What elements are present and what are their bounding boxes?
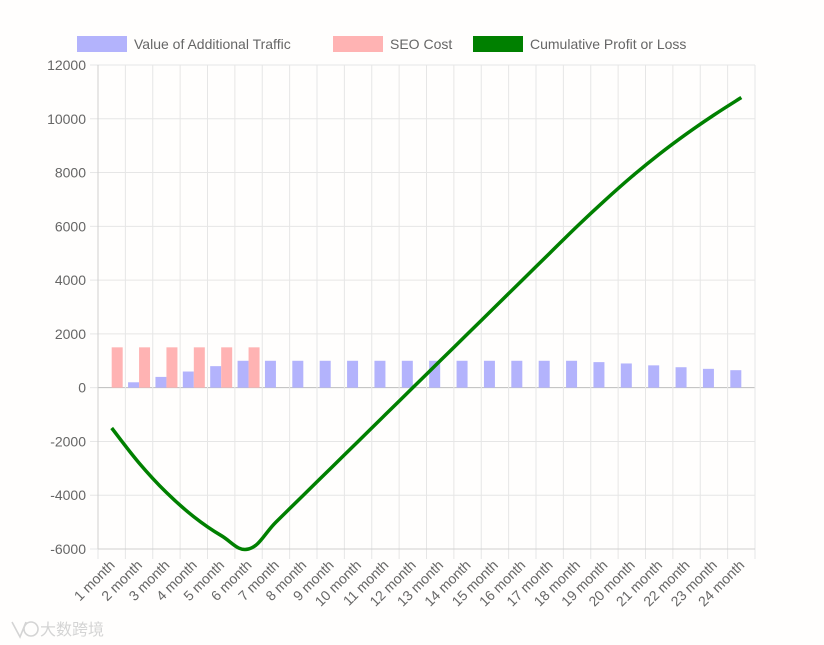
legend-swatch: [77, 36, 127, 52]
bar-traffic-value: [429, 360, 441, 388]
bar-seo-cost: [139, 347, 151, 388]
bar-traffic-value: [319, 360, 331, 388]
y-tick-label: 2000: [55, 326, 86, 342]
y-tick-label: 10000: [47, 111, 86, 127]
y-tick-label: -4000: [50, 487, 86, 503]
bar-series: [111, 347, 742, 388]
y-tick-label: 0: [78, 380, 86, 396]
bar-traffic-value: [456, 360, 468, 388]
y-axis: 12000 10000 8000 6000 4000 2000 0 -2000 -4000 -60…: [47, 57, 755, 557]
bar-traffic-value: [401, 360, 413, 388]
bar-traffic-value: [702, 368, 714, 388]
legend-label: Cumulative Profit or Loss: [530, 36, 686, 52]
y-tick-label: -2000: [50, 433, 86, 449]
legend-label: Value of Additional Traffic: [134, 36, 291, 52]
legend-label: SEO Cost: [390, 36, 452, 52]
watermark-text: 大数跨境: [40, 620, 104, 639]
bar-traffic-value: [483, 360, 495, 388]
chart-grid: [97, 64, 756, 559]
legend-swatch: [333, 36, 383, 52]
bar-traffic-value: [292, 360, 304, 388]
y-tick-label: 4000: [55, 272, 86, 288]
logo-icon: [11, 621, 39, 639]
y-tick-label: 8000: [55, 165, 86, 181]
bar-traffic-value: [566, 360, 578, 388]
bar-traffic-value: [511, 360, 523, 388]
line-series: [110, 96, 743, 552]
bar-seo-cost: [193, 347, 205, 388]
bar-traffic-value: [730, 370, 742, 388]
bar-traffic-value: [593, 362, 605, 388]
legend-swatch: [473, 36, 523, 52]
bar-traffic-value: [182, 371, 194, 388]
bar-traffic-value: [675, 367, 687, 388]
y-tick-label: 12000: [47, 57, 86, 73]
bar-traffic-value: [538, 360, 550, 388]
watermark: 大数跨境: [11, 620, 104, 639]
bar-traffic-value: [128, 382, 140, 388]
y-tick-label: 6000: [55, 218, 86, 234]
bar-traffic-value: [155, 376, 167, 388]
bar-traffic-value: [648, 365, 660, 388]
line-cumulative-profit: [110, 96, 743, 552]
bar-seo-cost: [166, 347, 178, 388]
bar-traffic-value: [620, 363, 632, 388]
bar-traffic-value: [374, 360, 386, 388]
bar-seo-cost: [221, 347, 233, 388]
bar-traffic-value: [264, 360, 276, 388]
bar-traffic-value: [347, 360, 359, 388]
chart-legend: Value of Additional Traffic SEO Cost Cumul…: [77, 36, 686, 52]
bar-traffic-value: [237, 360, 249, 388]
bar-seo-cost: [111, 347, 123, 388]
bar-traffic-value: [210, 366, 222, 388]
bar-seo-cost: [248, 347, 260, 388]
y-tick-label: -6000: [50, 541, 86, 557]
